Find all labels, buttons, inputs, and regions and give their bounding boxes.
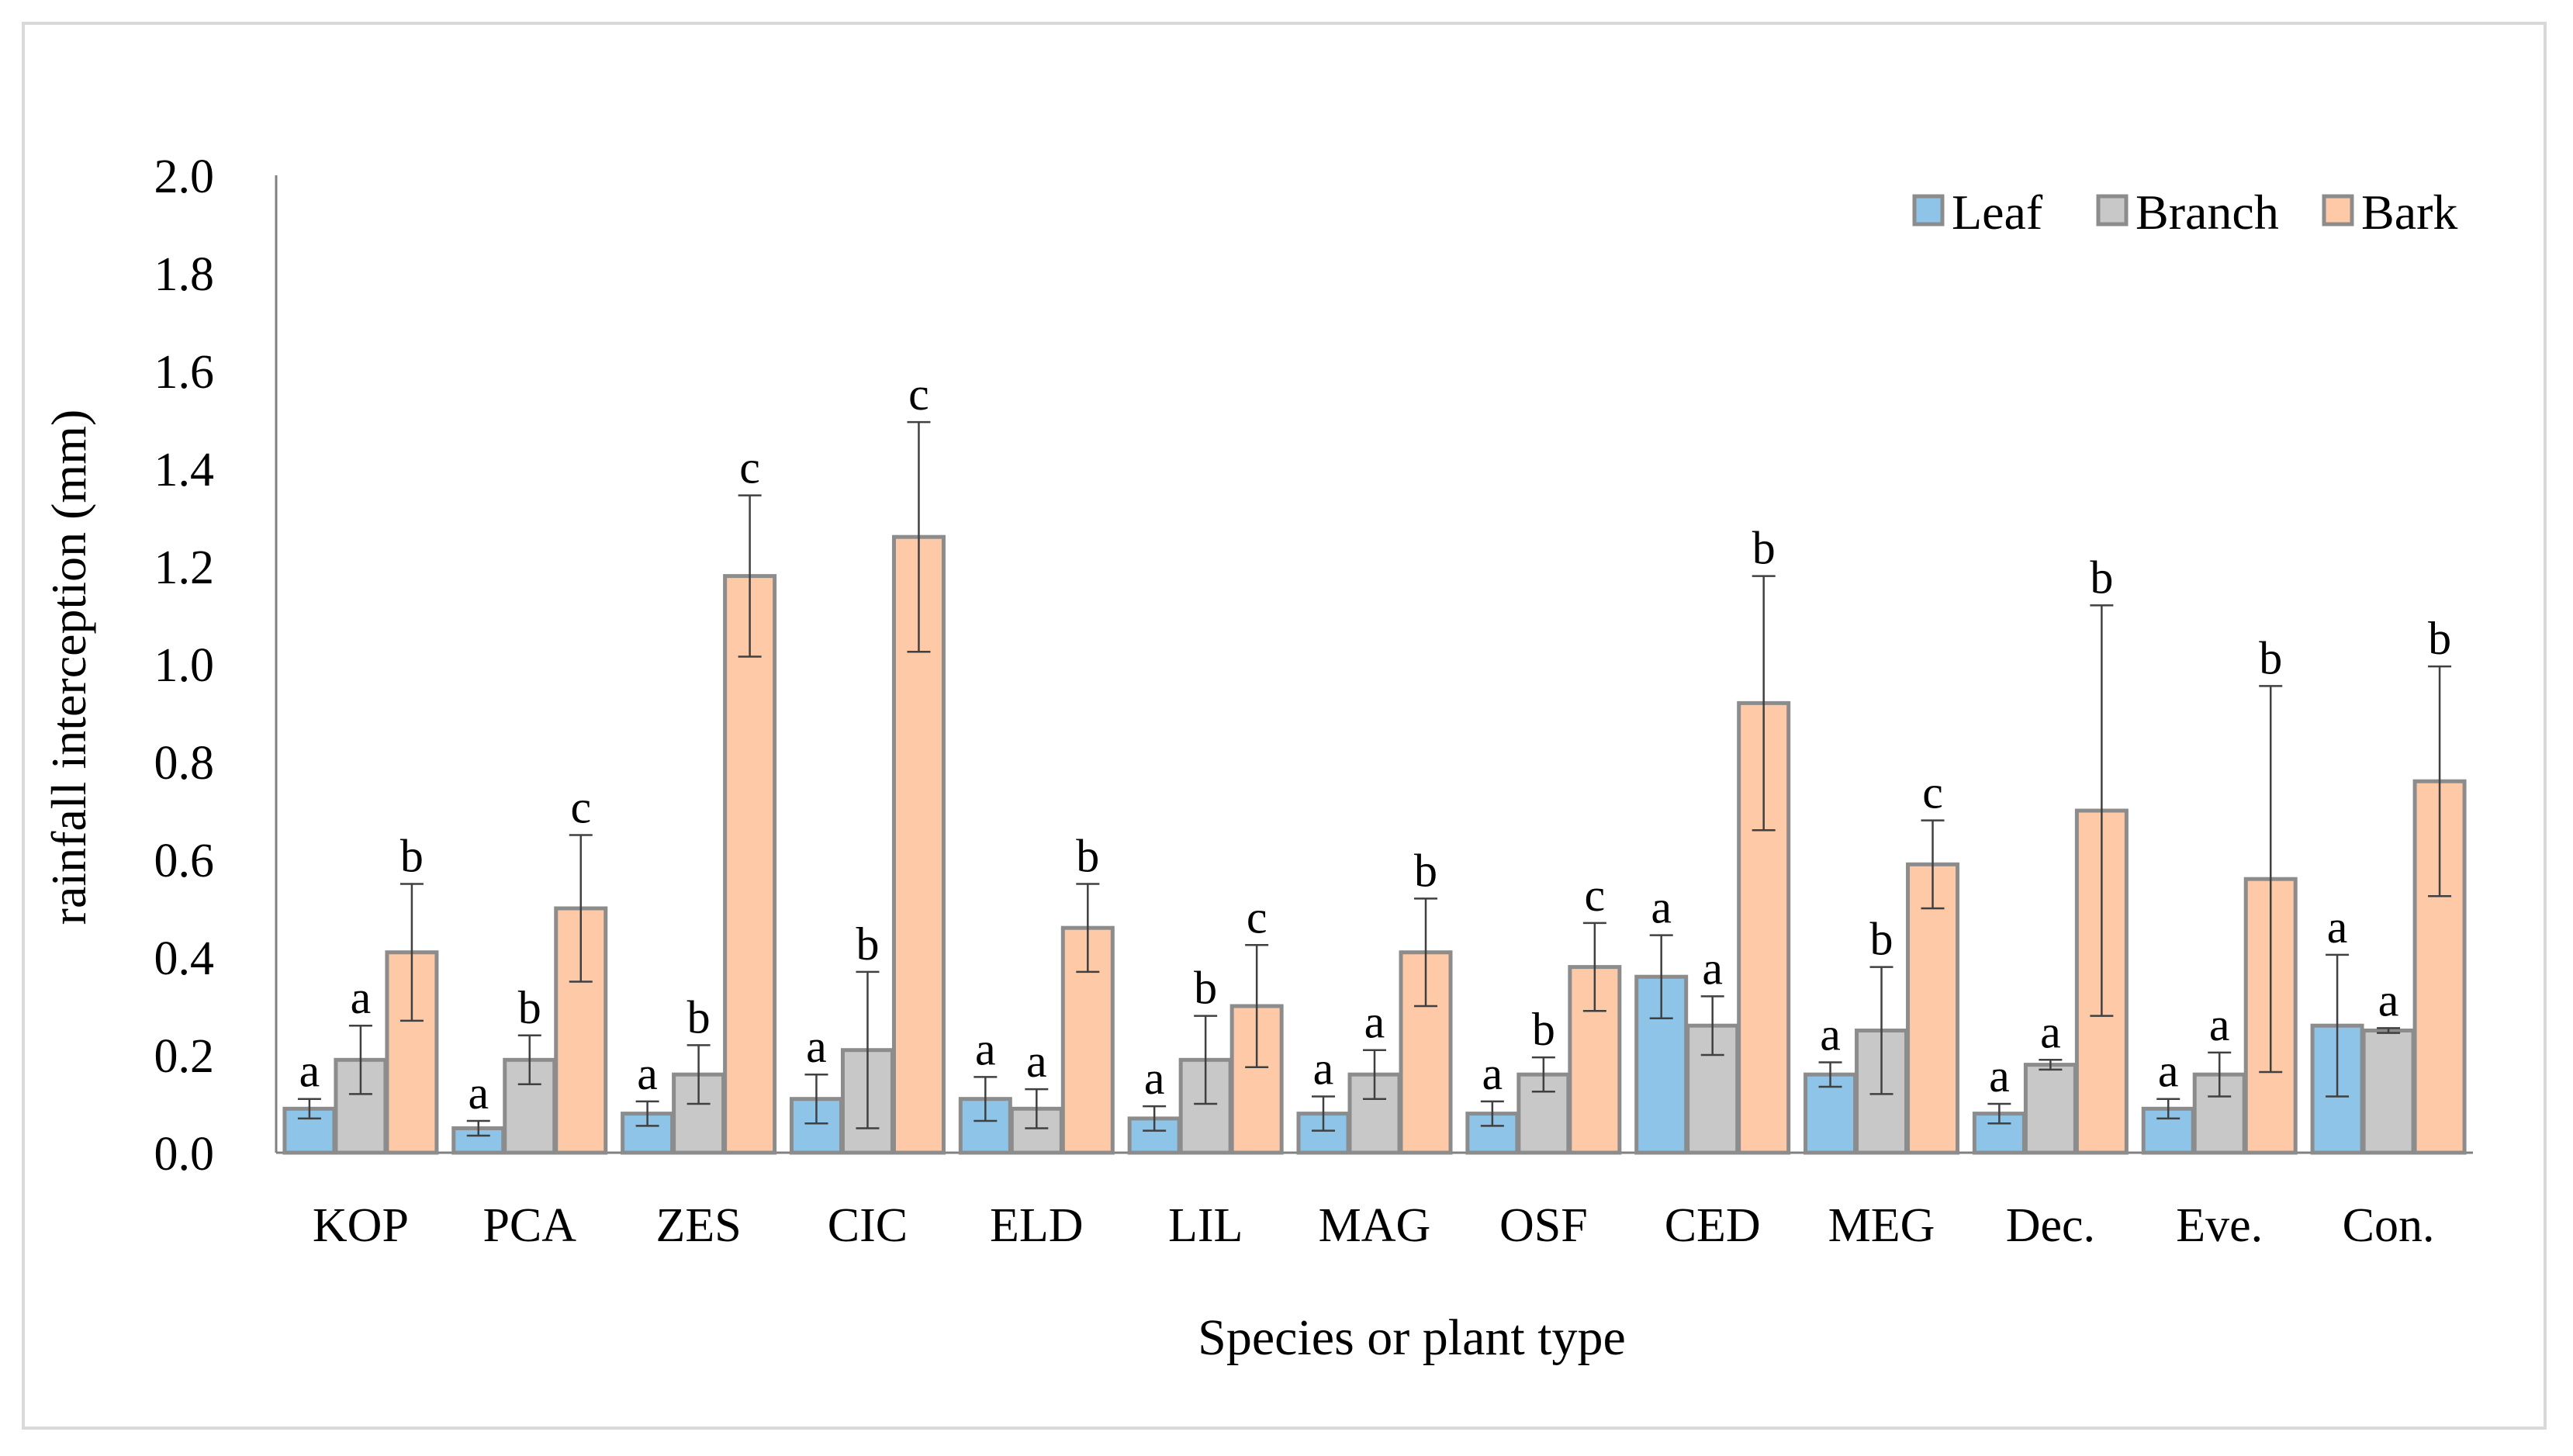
x-tick-label: Dec. [2006,1199,2095,1252]
significance-letter: a [1364,997,1385,1048]
x-tick-label: ELD [990,1199,1084,1252]
significance-letter: a [2040,1006,2061,1057]
significance-letter: c [1922,767,1943,818]
x-tick-label: LIL [1168,1199,1243,1252]
y-tick-label: 1.2 [154,541,215,594]
significance-letter: c [908,368,929,420]
significance-letter: b [518,982,541,1033]
y-tick-label: 1.8 [154,248,215,301]
significance-letter: b [1076,831,1099,882]
significance-letter: a [637,1048,658,1099]
x-tick-label: MAG [1319,1199,1431,1252]
significance-letter: a [1144,1053,1165,1104]
x-tick-label: KOP [313,1199,409,1252]
y-tick-label: 0.2 [154,1030,215,1083]
x-tick-label: ZES [655,1199,741,1252]
significance-letter: a [2327,901,2348,953]
legend: Leaf Branch Bark [1912,185,2457,240]
y-tick-label: 1.6 [154,346,215,399]
significance-letter: c [1585,870,1606,921]
significance-letter: b [2090,552,2113,603]
x-tick-label: PCA [482,1199,576,1252]
legend-label-branch: Branch [2136,185,2279,240]
y-tick-label: 0.0 [154,1128,215,1181]
significance-letter: b [1752,523,1776,574]
x-tick-label: OSF [1499,1199,1588,1252]
bar-branch [2023,1063,2077,1155]
legend-label-bark: Bark [2361,185,2457,240]
bar-bark [723,574,777,1155]
significance-letter: a [806,1021,827,1072]
significance-letter: a [1313,1043,1334,1095]
x-tick-label: CIC [828,1199,908,1252]
significance-letter: b [1532,1004,1555,1055]
x-tick-label: Eve. [2176,1199,2263,1252]
legend-swatch-leaf [1912,194,1945,227]
y-tick-label: 1.0 [154,639,215,692]
bar-bark [1568,965,1622,1155]
significance-letter: a [1026,1036,1047,1087]
chart-frame [22,22,2547,1430]
significance-letter: b [400,831,424,882]
significance-letter: a [1820,1008,1841,1060]
significance-letter: b [2428,613,2451,664]
x-tick-label: CED [1665,1199,1761,1252]
significance-letter: a [299,1046,320,1097]
y-tick-label: 1.4 [154,444,215,496]
y-tick-label: 0.6 [154,835,215,887]
y-axis-title: rainfall interception (mm) [41,410,96,925]
x-tick-label: Con. [2343,1199,2435,1252]
significance-letter: a [1989,1050,2010,1102]
x-axis-title: Species or plant type [1198,1309,1626,1366]
y-tick-label: 0.4 [154,932,215,985]
significance-letter: a [468,1067,489,1119]
significance-letter: a [975,1023,996,1074]
significance-letter: b [1414,845,1437,896]
significance-letter: a [1651,882,1672,933]
bar-branch [2361,1029,2416,1155]
x-axis: KOP PCA ZES CIC ELD LIL MAG OSF CED MEG Dec. Eve. Co… [276,1151,2473,1252]
y-axis: 0.0 0.2 0.4 0.6 0.8 1.0 1.2 1.4 1.6 1.8 2.0 [154,150,278,1181]
significance-letter: a [2209,999,2230,1050]
significance-letter: b [1870,914,1893,965]
significance-letter: a [2158,1046,2179,1097]
significance-letter: a [351,972,372,1023]
significance-letter: b [1194,963,1217,1014]
significance-letter: b [856,918,879,970]
significance-letter: c [1247,891,1267,942]
significance-letter: b [687,991,711,1043]
significance-letter: a [1482,1048,1503,1099]
significance-letter: c [570,782,591,833]
bar-bark [1906,862,1960,1155]
significance-letter: a [1702,942,1723,994]
y-tick-label: 2.0 [154,150,215,203]
significance-letter: a [2378,974,2399,1025]
y-tick-label: 0.8 [154,737,215,790]
legend-swatch-branch [2096,194,2129,227]
significance-letter: b [2259,632,2282,683]
significance-letter: c [739,442,760,493]
legend-label-leaf: Leaf [1952,185,2043,240]
legend-swatch-bark [2322,194,2354,227]
x-tick-label: MEG [1828,1199,1935,1252]
